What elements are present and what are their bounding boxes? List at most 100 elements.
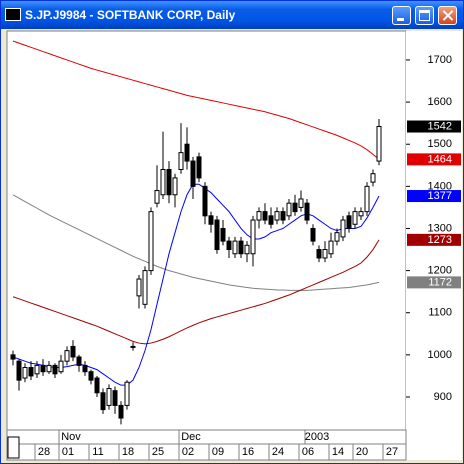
candle-body [304,202,310,221]
candle-body [244,244,250,255]
y-tick-label: 1000 [428,349,452,361]
candle-body [148,211,154,272]
last-value-label: 1464 [428,153,452,165]
x-tick-label: 20 [356,446,368,458]
candle-body [340,219,346,238]
plot-area [6,30,407,431]
x-tick-label: 06 [302,446,314,458]
candle-body [34,364,40,375]
last-value-label: 1273 [428,234,452,246]
y-tick-label: 1600 [428,96,452,108]
y-tick-label: 1400 [428,180,452,192]
candle-body [166,168,172,196]
candle-body [106,388,112,406]
candle-body [142,270,148,305]
maximize-button[interactable] [415,6,434,25]
candle-body [100,392,106,411]
x-tick-label: 28 [38,446,50,458]
candle-body [364,185,370,213]
y-tick-label: 1500 [428,138,452,150]
candle-body [190,160,196,187]
candle-body [298,198,304,208]
candle-body [310,227,316,242]
last-value-box [407,276,461,289]
candle-body [88,371,94,381]
x-tick-label: 01 [62,446,74,458]
last-value-box [407,153,461,166]
last-value-label: 1542 [428,120,452,132]
candle-body [172,177,178,196]
window-title: S.JP.J9984 - SOFTBANK CORP, Daily [25,8,236,22]
candle-body [274,211,280,221]
candle-body [58,360,64,373]
candle-body [346,215,352,229]
moving-average-line [12,40,380,160]
scroll-box[interactable] [7,436,20,459]
candle-body [208,215,214,225]
window-icon [5,8,21,21]
candle-body [130,345,136,348]
close-button[interactable] [438,6,457,25]
x-tick-label: 02 [182,446,194,458]
candle-body [22,366,28,379]
x-tick-label: 16 [242,446,254,458]
candle-body [352,211,358,225]
last-value-box [407,233,461,246]
candle-body [94,377,100,394]
candle-body [376,126,382,162]
x-tick-label: 27 [386,446,398,458]
candle-body [214,219,220,251]
candle-body [70,345,76,358]
candle-body [52,364,58,375]
x-tick-label: 25 [152,446,164,458]
candle-body [16,360,22,381]
candle-body [220,227,226,242]
moving-average-line [12,239,380,345]
candle-body [64,350,70,362]
x-tick-label: 18 [122,446,134,458]
last-value-label: 1377 [428,190,452,202]
candle-body [286,202,292,217]
candle-body [268,215,274,225]
candle-body [28,366,34,377]
y-tick-label: 1100 [428,307,452,319]
candle-body [334,232,340,242]
candle-body [112,390,118,406]
title-bar: S.JP.J9984 - SOFTBANK CORP, Daily [1,1,463,29]
last-value-label: 1172 [428,276,452,288]
candle-body [328,240,334,255]
period-label: Nov [61,431,81,443]
candle-body [10,354,16,360]
y-tick-label: 1300 [428,222,452,234]
y-tick-label: 1200 [428,265,452,277]
candle-body [358,211,364,217]
period-label: 2003 [305,431,329,443]
moving-average-line [12,183,380,386]
x-axis-area [6,429,407,461]
candle-body [232,240,238,255]
candle-body [256,211,262,221]
candle-body [196,156,202,179]
candle-body [250,219,256,255]
candle-body [322,249,328,259]
candle-body [46,364,52,373]
candle-body [136,278,142,297]
candle-body [316,249,322,259]
x-tick-label: 11 [92,446,103,458]
moving-average-line [12,194,380,291]
candle-body [280,211,286,221]
candle-body [262,211,268,221]
y-tick-label: 900 [434,391,452,403]
candle-body [292,202,298,213]
last-value-box [407,120,461,133]
candle-body [178,152,184,170]
minimize-button[interactable] [392,6,411,25]
candle-body [226,240,232,251]
x-tick-label: 14 [332,446,344,458]
x-tick-label: 09 [212,446,224,458]
candle-body [184,143,190,162]
y-tick-label: 1700 [428,54,452,66]
last-value-box [407,190,461,203]
candle-body [82,364,88,373]
